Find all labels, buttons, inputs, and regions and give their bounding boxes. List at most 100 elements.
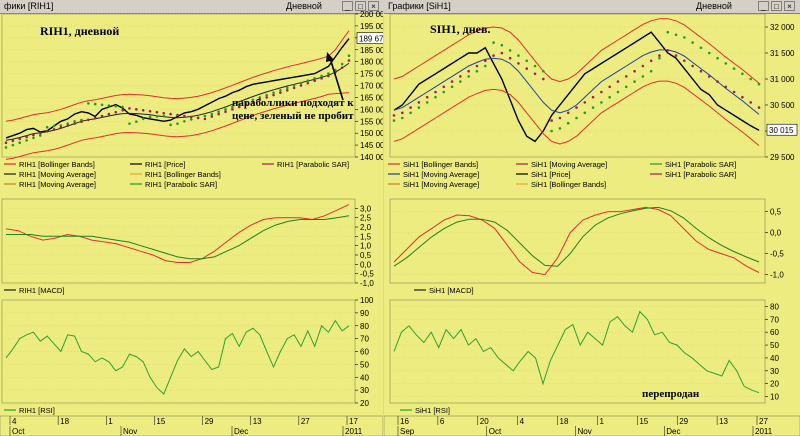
sar-point [741, 95, 744, 99]
window-titlebar[interactable]: Графики [SiH1] Дневной _ □ × [384, 0, 800, 14]
legend-label: SiH1 [RSI] [415, 406, 450, 415]
period-label[interactable]: Дневной [696, 1, 732, 11]
legend-label: RIH1 [Moving Average] [19, 170, 96, 179]
sar-point [128, 122, 131, 125]
maximize-icon[interactable]: □ [771, 1, 782, 11]
y-tick-label: 0,0 [770, 229, 782, 238]
sar-point [66, 124, 70, 127]
y-tick-label: 2,0 [360, 223, 372, 232]
date-month-label: Dec [666, 427, 680, 436]
sar-point [210, 112, 214, 116]
sar-point [231, 108, 234, 111]
sar-point [52, 128, 56, 131]
series-line-3 [393, 80, 760, 146]
sar-point [135, 108, 138, 111]
sar-point [32, 133, 35, 137]
legend-label: RIH1 [Bollinger Bands] [19, 160, 95, 169]
sar-point [155, 115, 159, 118]
date-day-label: 18 [60, 417, 69, 426]
legend-label: SiH1 [Bollinger Bands] [531, 180, 606, 189]
date-day-label: 13 [253, 417, 262, 426]
y-tick-label: 145 000 [360, 141, 383, 150]
chart-window-rih1[interactable]: фики [RIH1] Дневной _ □ × 200 000 195 000… [0, 0, 383, 436]
y-tick-label: 29 500 [770, 153, 795, 162]
sar-point [542, 77, 545, 81]
sar-point [583, 111, 587, 115]
close-icon[interactable]: × [368, 1, 379, 11]
sar-point [148, 109, 152, 113]
date-day-label: 29 [679, 417, 688, 426]
sar-point [265, 96, 268, 99]
y-tick-label: 170 000 [360, 82, 383, 91]
series-line-2 [393, 18, 760, 84]
legend-label: RIH1 [Parabolic SAR] [145, 180, 217, 189]
y-tick-label: -1,0 [360, 279, 374, 288]
sar-point [217, 110, 220, 114]
y-tick-label: 70 [770, 315, 779, 324]
chart-window-sih1[interactable]: Графики [SiH1] Дневной _ □ × 32 000 31 50… [384, 0, 800, 436]
sar-point [483, 64, 487, 68]
sar-point [732, 67, 736, 70]
y-tick-label: 100 [360, 296, 374, 305]
sar-point [724, 85, 728, 89]
sar-point [525, 59, 529, 63]
date-month-label: Sep [400, 427, 415, 436]
sar-point [683, 36, 686, 39]
sar-point [467, 69, 470, 73]
close-icon[interactable]: × [784, 1, 795, 11]
date-day-label: 15 [156, 417, 165, 426]
window-title: Графики [SiH1] [388, 1, 451, 11]
maximize-icon[interactable]: □ [355, 1, 366, 11]
y-tick-label: 32 000 [770, 23, 795, 32]
sar-point [392, 119, 396, 122]
sar-point [327, 72, 330, 75]
y-tick-label: 185 000 [360, 46, 383, 55]
y-tick-label: 70 [360, 335, 369, 344]
period-label[interactable]: Дневной [286, 1, 322, 11]
sar-point [600, 90, 603, 94]
sar-point [425, 101, 429, 104]
sar-point [633, 69, 636, 73]
sar-point [272, 93, 275, 97]
plot-frame [389, 299, 766, 404]
sar-point [183, 114, 186, 118]
sar-point [641, 75, 645, 78]
sar-point [100, 114, 104, 118]
sar-point [258, 98, 262, 102]
legend-label: SiH1 [Parabolic SAR] [665, 170, 736, 179]
sar-point [649, 69, 653, 73]
sar-point [475, 69, 479, 73]
sar-point [189, 115, 193, 119]
series-line-0 [5, 319, 350, 395]
sar-point [224, 110, 227, 114]
annotation-arrow [329, 57, 344, 101]
sar-point [11, 143, 15, 147]
sar-point [217, 112, 220, 116]
window-titlebar[interactable]: фики [RIH1] Дневной _ □ × [0, 0, 383, 14]
sar-point [533, 72, 537, 76]
sar-point [347, 54, 351, 58]
sar-point [392, 114, 396, 117]
sar-point [25, 135, 28, 139]
minimize-icon[interactable]: _ [758, 1, 769, 11]
date-day-label: 27 [759, 417, 768, 426]
window-title: фики [RIH1] [4, 1, 54, 11]
sar-point [265, 93, 268, 97]
series-line-0 [393, 31, 760, 143]
sar-point [566, 111, 570, 115]
sar-point [616, 80, 620, 83]
sar-point [749, 77, 753, 81]
sar-point [400, 111, 404, 115]
y-tick-label: 31 000 [770, 75, 795, 84]
sar-point [237, 105, 241, 109]
sar-point [292, 84, 296, 87]
y-tick-label: 175 000 [360, 70, 383, 79]
sar-point [148, 115, 152, 119]
sar-point [550, 129, 553, 133]
minimize-icon[interactable]: _ [342, 1, 353, 11]
sar-point [716, 80, 719, 83]
date-axis-bg [384, 415, 800, 436]
y-tick-label: 50 [360, 360, 369, 369]
sar-point [183, 119, 186, 123]
sar-point [340, 66, 344, 69]
